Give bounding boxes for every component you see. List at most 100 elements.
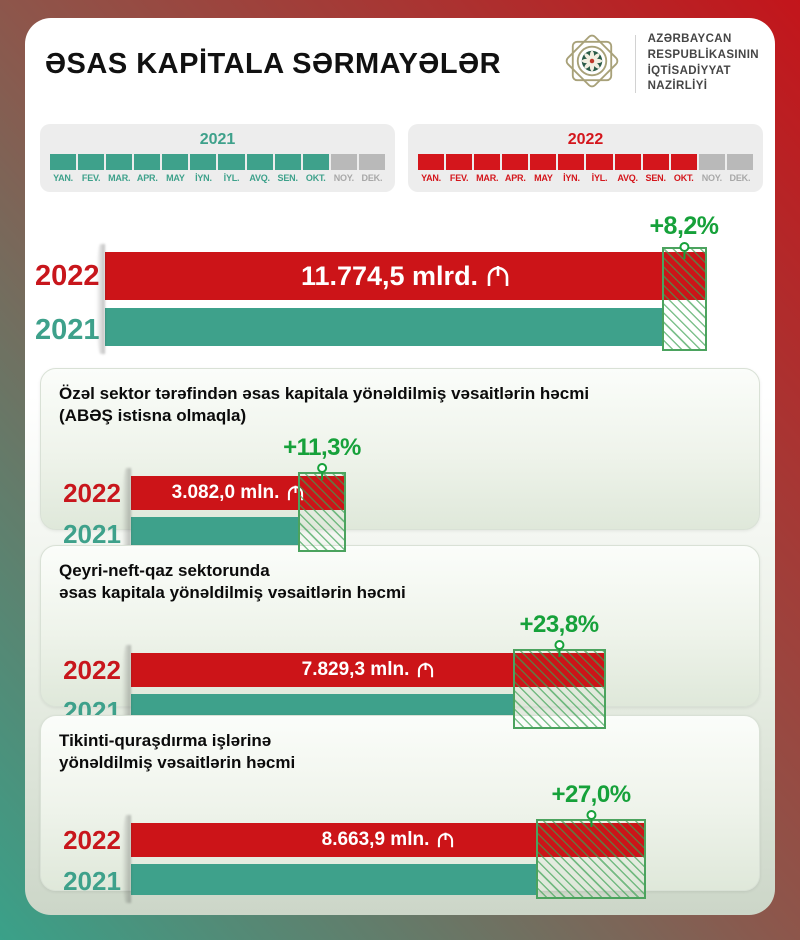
ministry-name-line: NAZİRLİYİ bbox=[647, 80, 708, 93]
month-label: İYL. bbox=[591, 173, 608, 183]
section-chart: 2022 2021 7.829,3 mln. +23,8% bbox=[59, 607, 741, 729]
ministry-name: AZƏRBAYCAN RESPUBLİKASININ İQTİSADİYYAT … bbox=[648, 32, 759, 94]
growth-label: +23,8% bbox=[519, 610, 599, 638]
month-label: DEK. bbox=[729, 173, 751, 183]
growth-label: +8,2% bbox=[649, 212, 719, 240]
year-label-2022: 2022 bbox=[63, 477, 121, 508]
calendar-year-label: 2021 bbox=[199, 131, 236, 148]
section-chart-bars: 8.663,9 mln. +27,0% bbox=[131, 781, 741, 899]
month-label: İYN. bbox=[563, 173, 580, 183]
month-cell-mar: MAR. bbox=[106, 154, 133, 183]
content-panel: ƏSAS KAPİTALA SƏRMAYƏLƏR bbox=[25, 18, 775, 915]
month-block bbox=[530, 154, 557, 170]
month-block bbox=[670, 154, 697, 170]
ministry-name-line: AZƏRBAYCAN bbox=[647, 33, 732, 46]
month-cell-dek: DEK. bbox=[726, 154, 753, 183]
month-cell-mar: MAR. bbox=[474, 154, 501, 183]
month-label: SEN. bbox=[645, 173, 666, 183]
section-title-line: yönəldilmiş vəsaitlərin həcmi bbox=[59, 753, 296, 773]
month-label: FEV. bbox=[81, 173, 101, 183]
month-cell-dek: DEK. bbox=[358, 154, 385, 183]
logo-divider bbox=[634, 34, 636, 93]
month-block bbox=[474, 154, 501, 170]
growth-pin-stem bbox=[589, 819, 592, 827]
month-label: MAY bbox=[166, 173, 185, 183]
month-label: MAY bbox=[534, 173, 553, 183]
month-label: SEN. bbox=[277, 173, 298, 183]
section-card-tikinti-qurasdirma: Tikinti-quraşdırma işlərinə yönəldilmiş … bbox=[40, 715, 760, 899]
month-block bbox=[106, 154, 133, 170]
hatch-delta-box bbox=[662, 247, 707, 351]
month-label: MAR. bbox=[476, 173, 499, 183]
month-label: OKT. bbox=[305, 173, 326, 183]
month-block bbox=[190, 154, 217, 170]
year-label-2022: 2022 bbox=[35, 260, 100, 292]
month-label: AVQ. bbox=[249, 173, 270, 183]
year-label-2022: 2022 bbox=[63, 654, 121, 685]
growth-pin-stem bbox=[321, 472, 323, 480]
growth-indicator: +8,2% bbox=[649, 212, 719, 259]
month-block bbox=[614, 154, 641, 170]
bar-2021 bbox=[105, 308, 662, 346]
month-cell-fev: FEV. bbox=[78, 154, 105, 183]
growth-pin-icon bbox=[317, 462, 327, 473]
bar-2022: 11.774,5 mlrd. bbox=[105, 252, 707, 300]
calendar-2022: 2022 YAN. FEV. MAR. APR. MAY İYN. İYL. AVQ. SEN.… bbox=[408, 124, 763, 192]
bar-value: 3.082,0 mln. bbox=[171, 481, 280, 503]
section-title-line: Özəl sektor tərəfindən əsas kapitala yön… bbox=[59, 384, 590, 403]
section-chart-bars: 3.082,0 mln. +11,3% bbox=[131, 434, 741, 552]
main-chart-bars: 11.774,5 mlrd. +8,2% bbox=[105, 212, 765, 351]
ministry-logo: AZƏRBAYCAN RESPUBLİKASININ İQTİSADİYYAT … bbox=[561, 30, 759, 97]
month-cell-sen: SEN. bbox=[642, 154, 669, 183]
month-block bbox=[502, 154, 529, 170]
manat-icon bbox=[436, 831, 455, 849]
month-cell-noy: NOY. bbox=[698, 154, 725, 183]
month-label: FEV. bbox=[449, 173, 469, 183]
month-block bbox=[274, 154, 301, 170]
section-title-line: Qeyri-neft-qaz sektorunda bbox=[59, 561, 270, 580]
ministry-name-line: İQTİSADİYYAT bbox=[647, 64, 731, 77]
month-block bbox=[134, 154, 161, 170]
month-cell-okt: OKT. bbox=[302, 154, 329, 183]
bar-2021 bbox=[131, 516, 298, 548]
growth-pin-icon bbox=[553, 639, 564, 650]
growth-indicator: +27,0% bbox=[551, 781, 631, 827]
month-cell-apr: APR. bbox=[134, 154, 161, 183]
month-block bbox=[78, 154, 105, 170]
month-block bbox=[246, 154, 273, 170]
calendar-months-row: YAN. FEV. MAR. APR. MAY İYN. İYL. AVQ. SEN. OKT. N… bbox=[418, 154, 753, 183]
month-cell-i̇yl: İYL. bbox=[218, 154, 245, 183]
month-label: YAN. bbox=[53, 173, 73, 183]
growth-label: +11,3% bbox=[283, 433, 361, 461]
section-chart: 2022 2021 3.082,0 mln. +11,3% bbox=[59, 430, 741, 552]
month-block bbox=[698, 154, 725, 170]
month-block bbox=[218, 154, 245, 170]
month-label: AVQ. bbox=[617, 173, 638, 183]
month-block bbox=[586, 154, 613, 170]
month-cell-noy: NOY. bbox=[330, 154, 357, 183]
month-label: APR. bbox=[136, 173, 158, 183]
section-title: Tikinti-quraşdırma işlərinə yönəldilmiş … bbox=[59, 730, 741, 775]
section-title: Qeyri-neft-qaz sektorunda əsas kapitala … bbox=[59, 560, 741, 605]
growth-pin-stem bbox=[557, 649, 560, 657]
month-cell-avq: AVQ. bbox=[246, 154, 273, 183]
calendar-months-row: YAN. FEV. MAR. APR. MAY İYN. İYL. AVQ. SEN. OKT. N… bbox=[50, 154, 385, 183]
calendar-year-label: 2022 bbox=[567, 131, 604, 148]
month-block bbox=[162, 154, 189, 170]
month-block bbox=[302, 154, 329, 170]
manat-icon bbox=[416, 661, 435, 679]
hatch-delta-box bbox=[513, 648, 606, 729]
month-cell-yan: YAN. bbox=[418, 154, 445, 183]
section-card-ozel-sektor: Özəl sektor tərəfindən əsas kapitala yön… bbox=[40, 368, 760, 552]
section-chart: 2022 2021 8.663,9 mln. +27,0% bbox=[59, 777, 741, 899]
month-block bbox=[726, 154, 753, 170]
month-cell-avq: AVQ. bbox=[614, 154, 641, 183]
growth-pin-stem bbox=[683, 252, 685, 259]
month-cell-apr: APR. bbox=[502, 154, 529, 183]
year-label-2021: 2021 bbox=[63, 518, 121, 549]
growth-indicator: +23,8% bbox=[519, 610, 599, 657]
ministry-name-line: RESPUBLİKASININ bbox=[647, 48, 759, 61]
month-block bbox=[446, 154, 473, 170]
year-label-2022: 2022 bbox=[63, 824, 121, 855]
growth-pin-icon bbox=[679, 242, 689, 252]
